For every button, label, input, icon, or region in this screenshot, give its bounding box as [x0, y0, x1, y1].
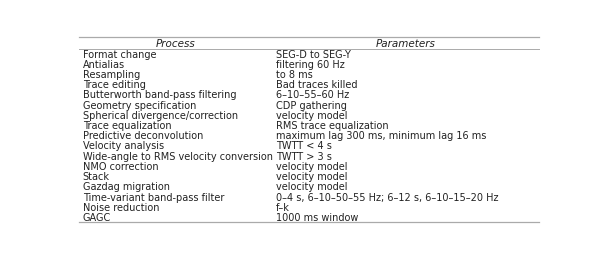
- Text: Velocity analysis: Velocity analysis: [83, 141, 164, 151]
- Text: Process: Process: [156, 39, 195, 49]
- Text: Format change: Format change: [83, 50, 156, 59]
- Text: to 8 ms: to 8 ms: [276, 70, 313, 80]
- Text: CDP gathering: CDP gathering: [276, 100, 347, 110]
- Text: velocity model: velocity model: [276, 171, 348, 181]
- Text: Bad traces killed: Bad traces killed: [276, 80, 358, 90]
- Text: maximum lag 300 ms, minimum lag 16 ms: maximum lag 300 ms, minimum lag 16 ms: [276, 131, 487, 141]
- Text: RMS trace equalization: RMS trace equalization: [276, 121, 389, 131]
- Text: Gazdag migration: Gazdag migration: [83, 182, 170, 192]
- Text: Parameters: Parameters: [376, 39, 435, 49]
- Text: filtering 60 Hz: filtering 60 Hz: [276, 60, 345, 70]
- Text: velocity model: velocity model: [276, 161, 348, 171]
- Text: f–k: f–k: [276, 202, 290, 212]
- Text: 6–10–55–60 Hz: 6–10–55–60 Hz: [276, 90, 350, 100]
- Text: 1000 ms window: 1000 ms window: [276, 212, 359, 222]
- Text: Geometry specification: Geometry specification: [83, 100, 196, 110]
- Text: Time-variant band-pass filter: Time-variant band-pass filter: [83, 192, 224, 202]
- Text: SEG-D to SEG-Y: SEG-D to SEG-Y: [276, 50, 351, 59]
- Text: 0–4 s, 6–10–50–55 Hz; 6–12 s, 6–10–15–20 Hz: 0–4 s, 6–10–50–55 Hz; 6–12 s, 6–10–15–20…: [276, 192, 499, 202]
- Text: Antialias: Antialias: [83, 60, 125, 70]
- Text: Spherical divergence/correction: Spherical divergence/correction: [83, 110, 238, 120]
- Text: Trace editing: Trace editing: [83, 80, 146, 90]
- Text: Butterworth band-pass filtering: Butterworth band-pass filtering: [83, 90, 236, 100]
- Text: NMO correction: NMO correction: [83, 161, 159, 171]
- Text: velocity model: velocity model: [276, 110, 348, 120]
- Text: velocity model: velocity model: [276, 182, 348, 192]
- Text: GAGC: GAGC: [83, 212, 111, 222]
- Text: Wide-angle to RMS velocity conversion: Wide-angle to RMS velocity conversion: [83, 151, 273, 161]
- Text: TWTT > 3 s: TWTT > 3 s: [276, 151, 332, 161]
- Text: Stack: Stack: [83, 171, 110, 181]
- Text: Predictive deconvolution: Predictive deconvolution: [83, 131, 203, 141]
- Text: Trace equalization: Trace equalization: [83, 121, 171, 131]
- Text: TWTT < 4 s: TWTT < 4 s: [276, 141, 332, 151]
- Text: Noise reduction: Noise reduction: [83, 202, 159, 212]
- Text: Resampling: Resampling: [83, 70, 140, 80]
